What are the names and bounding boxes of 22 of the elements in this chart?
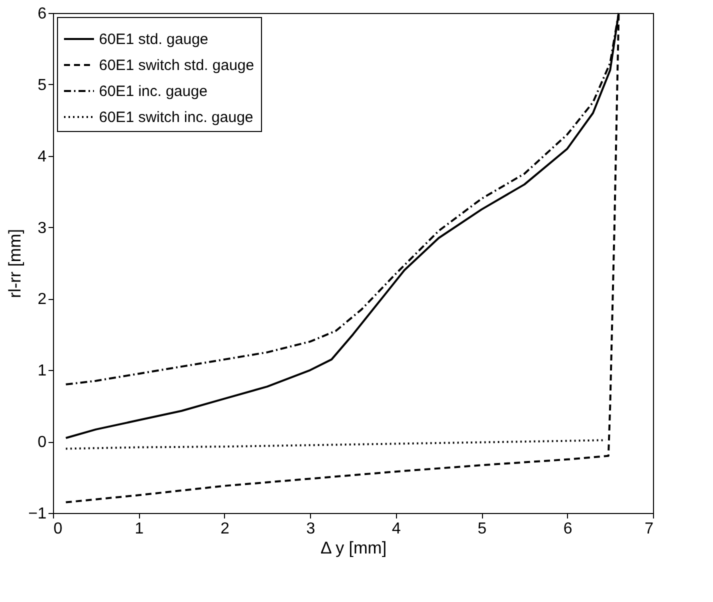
x-tick-label: 3	[306, 520, 316, 538]
y-tick-label: 5	[38, 76, 47, 94]
y-tick-label: 1	[38, 362, 47, 380]
x-tick-label: 5	[478, 520, 487, 538]
legend-label: 60E1 inc. gauge	[99, 83, 208, 100]
x-axis-title: Δ y [mm]	[320, 538, 387, 558]
y-tick-label: 4	[38, 148, 47, 166]
legend-label: 60E1 switch inc. gauge	[99, 109, 254, 126]
y-axis-title: rl-rr [mm]	[5, 229, 24, 298]
legend-label: 60E1 std. gauge	[99, 31, 208, 48]
legend-label: 60E1 switch std. gauge	[99, 57, 254, 74]
y-tick-label: 3	[38, 220, 47, 237]
x-tick-label: 2	[220, 520, 230, 538]
y-tick-label: −1	[28, 506, 47, 522]
y-tick-label: 0	[38, 434, 47, 452]
x-tick-label: 7	[644, 520, 654, 538]
x-tick-label: 1	[134, 520, 144, 538]
x-tick-label: 6	[563, 520, 572, 538]
y-tick-label: 6	[38, 6, 47, 22]
y-tick-label: 2	[38, 291, 47, 308]
x-tick-label: 0	[54, 520, 62, 538]
x-tick-label: 4	[392, 520, 401, 538]
